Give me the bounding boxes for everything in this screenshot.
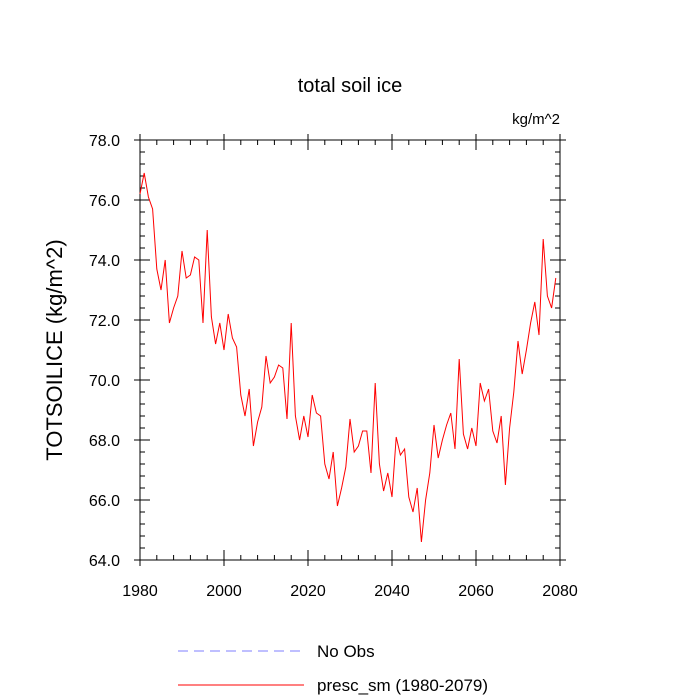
chart-title: total soil ice (298, 75, 403, 97)
y-tick-label: 74.0 (89, 253, 120, 270)
plot-frame (139, 139, 561, 561)
x-tick-label: 1980 (122, 583, 158, 600)
x-tick-label: 2020 (290, 583, 326, 600)
legend: No Obs presc_sm (1980-2079) (178, 642, 488, 695)
y-tick-labels: 64.0 66.0 68.0 70.0 72.0 74.0 76.0 78.0 (89, 133, 120, 570)
series-line-presc-sm (139, 172, 557, 543)
x-tick-label: 2040 (374, 583, 410, 600)
y-tick-label: 72.0 (89, 313, 120, 330)
y-tick-label: 78.0 (89, 133, 120, 150)
minor-ticks (139, 139, 561, 561)
units-label: kg/m^2 (512, 111, 560, 128)
y-tick-label: 68.0 (89, 433, 120, 450)
y-tick-label: 66.0 (89, 493, 120, 510)
x-tick-labels: 1980 2000 2020 2040 2060 2080 (122, 583, 578, 600)
major-ticks (134, 134, 566, 566)
y-tick-label: 64.0 (89, 553, 120, 570)
x-tick-label: 2060 (458, 583, 494, 600)
legend-label-presc-sm: presc_sm (1980-2079) (317, 676, 488, 695)
y-axis-label: TOTSOILICE (kg/m^2) (42, 239, 67, 460)
x-tick-label: 2080 (542, 583, 578, 600)
legend-label-no-obs: No Obs (317, 642, 375, 661)
x-tick-label: 2000 (206, 583, 242, 600)
y-tick-label: 70.0 (89, 373, 120, 390)
y-tick-label: 76.0 (89, 193, 120, 210)
